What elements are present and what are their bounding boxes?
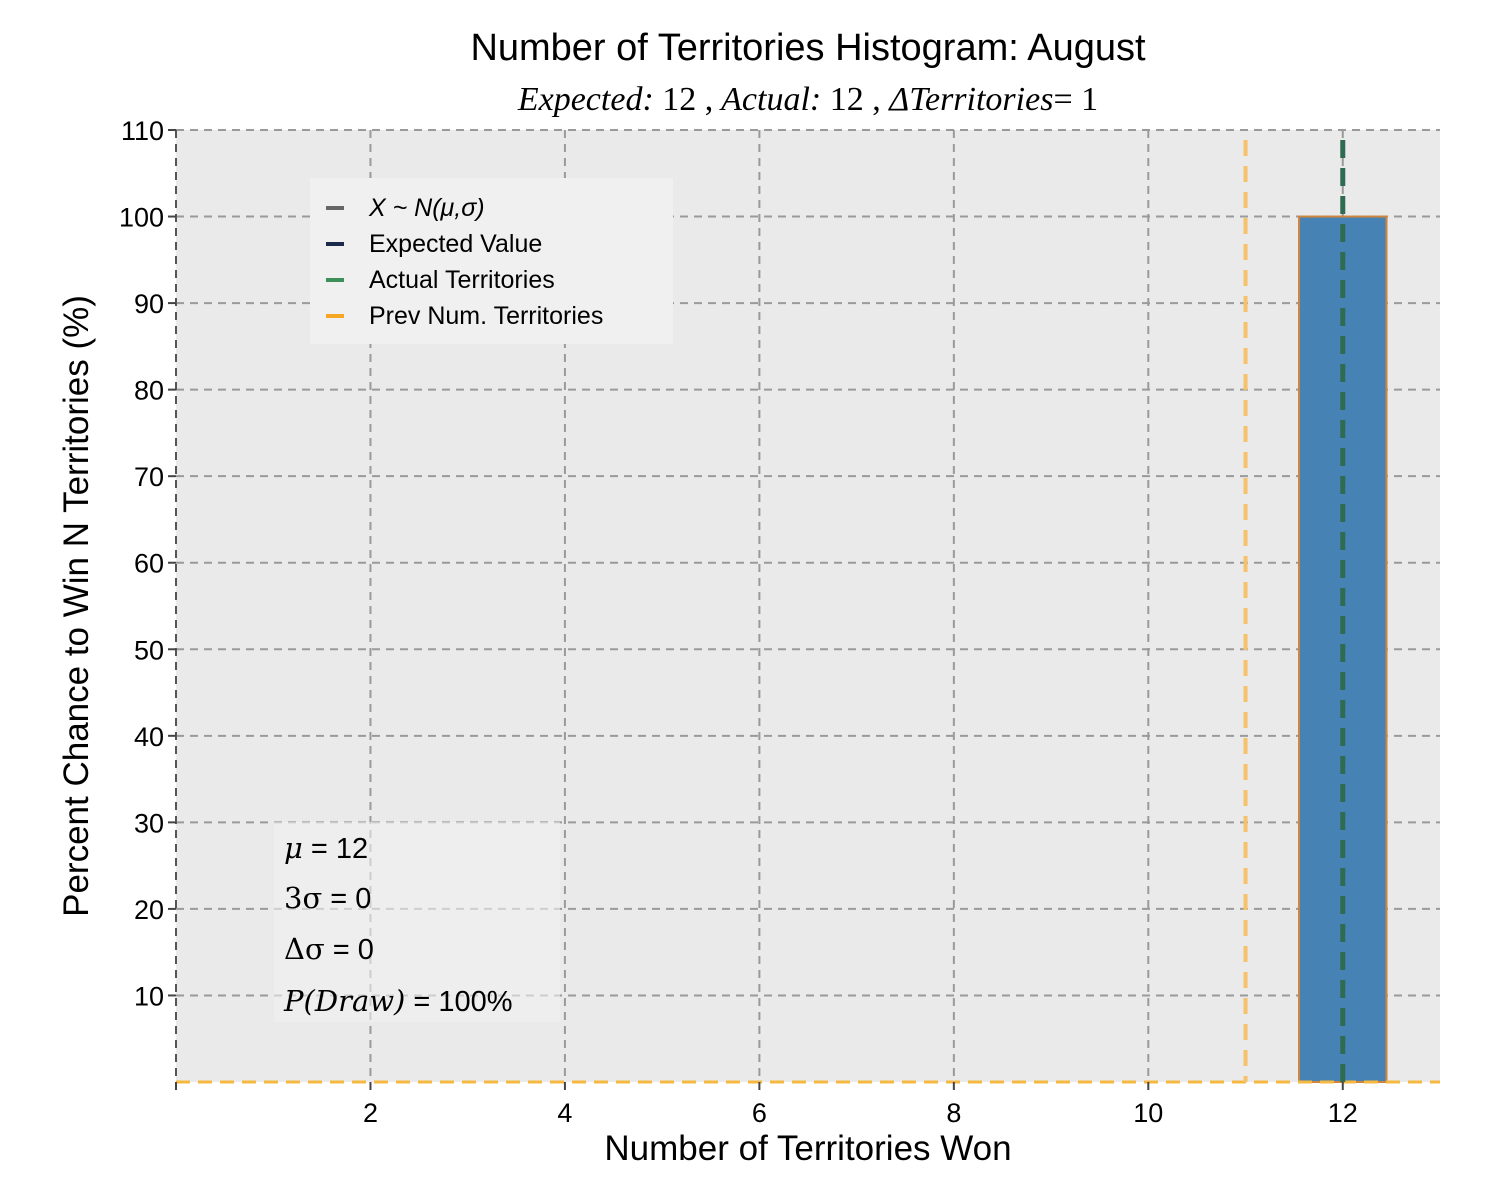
stats-box: μ = 12 3σ = 0 Δσ = 0 P(Draw) = 100% [274,822,560,1022]
stats-box-background [274,822,560,1022]
reference-lines [176,140,1440,1084]
y-tick-label-80: 80 [134,376,164,406]
subtitle-delta-value: = 1 [1053,81,1098,118]
chart-subtitle: Expected: 12 , Actual: 12 , ΔTerritories… [517,81,1098,118]
x-tick-label-10: 10 [1133,1098,1163,1128]
stat-three-sigma-label: 3σ [284,881,322,915]
y-tick-label-60: 60 [134,549,164,579]
subtitle-expected-label: Expected: [517,81,654,118]
legend-label-expected: Expected Value [369,230,542,258]
stat-three-sigma: 3σ = 0 [284,881,371,915]
stat-mu: μ = 12 [284,831,368,865]
subtitle-actual-value: 12 [830,81,864,118]
axes [168,129,1344,1090]
stat-mu-value: = 12 [303,833,368,865]
stat-delta-sigma-value: = 0 [325,934,374,966]
y-tick-label-40: 40 [134,722,164,752]
stat-p-draw-label: P(Draw) [283,984,405,1018]
y-tick-label-90: 90 [134,289,164,319]
subtitle-separator-1: , [705,81,714,118]
subtitle-separator-2: , [872,81,881,118]
stat-three-sigma-value: = 0 [322,883,371,915]
x-axis-label: Number of Territories Won [604,1129,1011,1168]
x-tick-label-8: 8 [946,1098,961,1128]
y-axis-label: Percent Chance to Win N Territories (%) [57,295,96,917]
y-tick-label-50: 50 [134,635,164,665]
subtitle-actual-label: Actual: [719,81,821,118]
stat-mu-label: μ [284,831,303,865]
y-tick-label-10: 10 [134,981,164,1011]
subtitle-delta-label: ΔTerritories [887,81,1053,118]
x-tick-label-4: 4 [557,1098,572,1128]
chart-title: Number of Territories Histogram: August [470,27,1146,69]
stat-p-draw: P(Draw) = 100% [283,984,513,1018]
x-tick-label-6: 6 [752,1098,767,1128]
stat-delta-sigma: Δσ = 0 [284,932,374,966]
legend-label-prev: Prev Num. Territories [369,302,603,330]
legend-box [310,178,673,344]
stat-p-draw-value: = 100% [405,986,512,1018]
subtitle-expected-value: 12 [662,81,696,118]
legend: X ~ N(μ,σ) Expected Value Actual Territo… [310,178,673,344]
y-tick-label-20: 20 [134,895,164,925]
y-tick-label-110: 110 [121,116,164,146]
legend-label-normal: X ~ N(μ,σ) [368,194,485,222]
stat-delta-sigma-label: Δσ [284,932,325,966]
x-tick-label-12: 12 [1328,1098,1358,1128]
x-tick-label-2: 2 [363,1098,378,1128]
y-tick-label-70: 70 [134,462,164,492]
y-tick-label-30: 30 [134,808,164,838]
legend-label-actual: Actual Territories [369,266,555,294]
x-tick-labels: 2 4 6 8 10 12 [363,1098,1358,1128]
y-tick-label-100: 100 [119,203,164,233]
y-tick-labels: 10 20 30 40 50 60 70 80 90 100 110 [119,116,164,1011]
